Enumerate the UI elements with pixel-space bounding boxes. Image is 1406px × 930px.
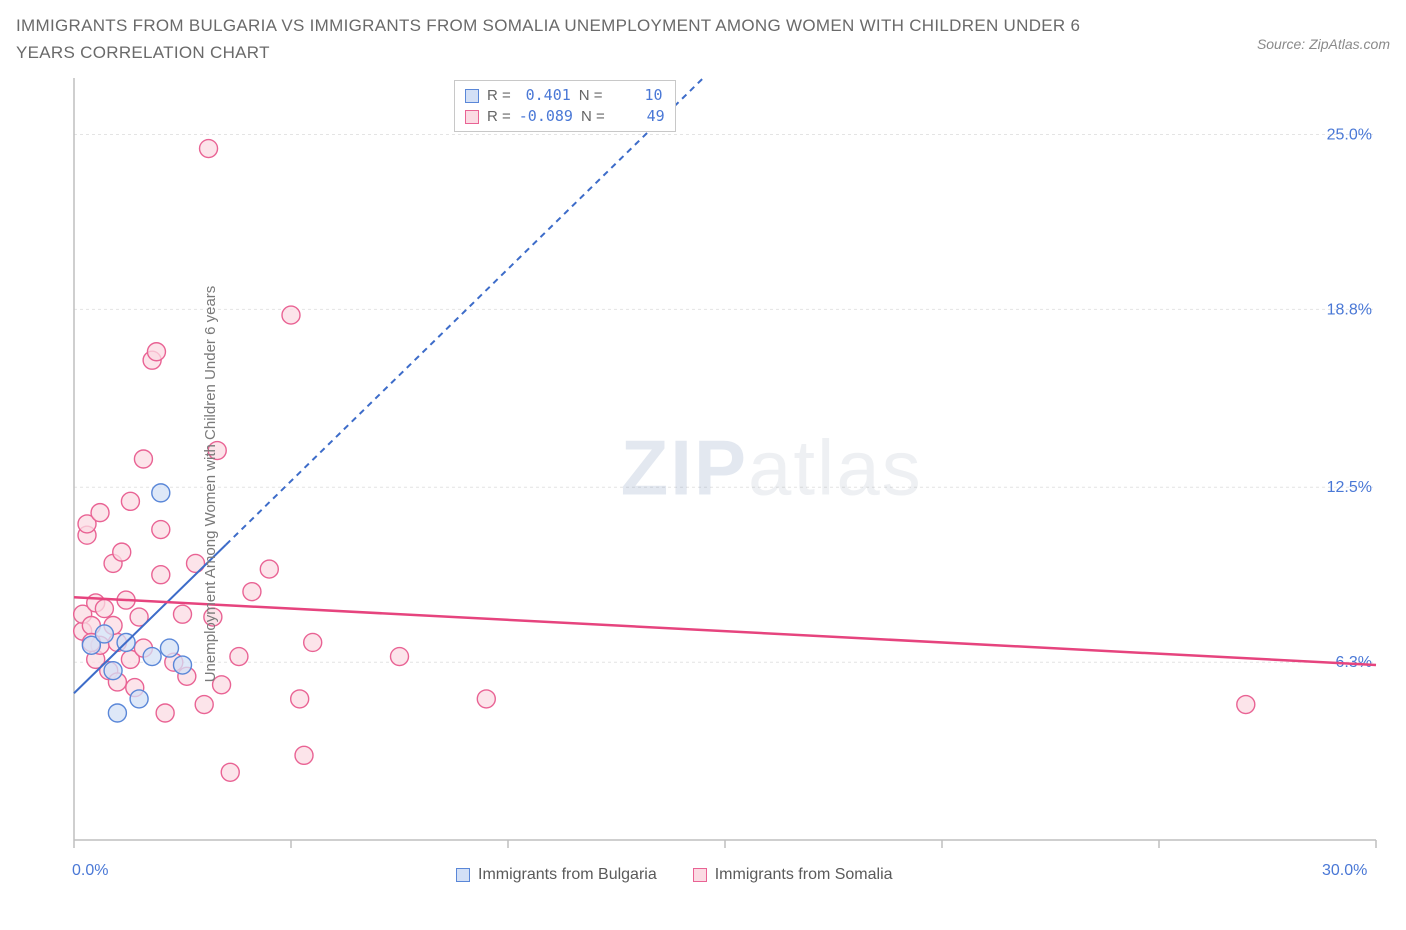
stats-row: R =-0.089 N =49 — [465, 106, 665, 127]
svg-text:18.8%: 18.8% — [1327, 302, 1372, 319]
scatter-chart: 6.3%12.5%18.8%25.0% — [16, 74, 1390, 894]
stats-row: R =0.401 N =10 — [465, 85, 665, 106]
legend-item: Immigrants from Somalia — [693, 866, 893, 884]
svg-text:12.5%: 12.5% — [1327, 480, 1372, 497]
x-axis-min-label: 0.0% — [72, 862, 108, 880]
chart-area: Unemployment Among Women with Children U… — [16, 74, 1390, 894]
legend-item: Immigrants from Bulgaria — [456, 866, 657, 884]
source-label: Source: ZipAtlas.com — [1257, 12, 1390, 52]
y-axis-label: Unemployment Among Women with Children U… — [202, 286, 219, 683]
x-axis-max-label: 30.0% — [1322, 862, 1367, 880]
bottom-legend: Immigrants from Bulgaria Immigrants from … — [456, 866, 893, 884]
stats-legend-box: R =0.401 N =10 R =-0.089 N =49 — [454, 80, 676, 132]
chart-title: IMMIGRANTS FROM BULGARIA VS IMMIGRANTS F… — [16, 12, 1116, 66]
svg-text:25.0%: 25.0% — [1327, 127, 1372, 144]
